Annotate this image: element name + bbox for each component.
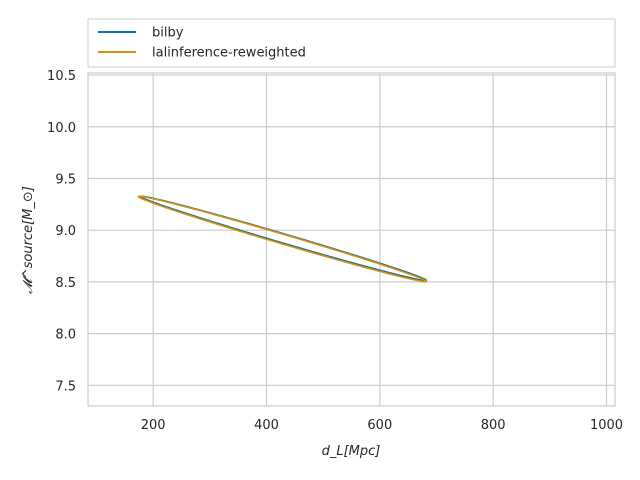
x-tick-label: 400 [254, 418, 279, 433]
plot-area: 200 400 600 800 1000 7.5 8.0 8.5 9.0 9.5 10.0 10.5 [47, 69, 623, 433]
y-tick-label: 9.0 [55, 224, 76, 239]
legend-label: bilby [152, 26, 184, 41]
y-tick-label: 10.0 [47, 121, 76, 136]
y-axis-label: 𝓜^source[M_⊙] [21, 186, 36, 294]
x-tick-label: 200 [141, 418, 166, 433]
x-tick-label: 800 [481, 418, 506, 433]
x-tick-label: 600 [367, 418, 392, 433]
y-tick-label: 10.5 [47, 69, 76, 84]
y-tick-label: 8.5 [55, 276, 76, 291]
x-tick-label: 1000 [590, 418, 623, 433]
x-axis-label: d_L[Mpc] [322, 444, 381, 459]
y-tick-label: 8.0 [55, 328, 76, 343]
y-tick-label: 9.5 [55, 172, 76, 187]
legend-label: lalinference-reweighted [152, 46, 306, 61]
y-tick-label: 7.5 [55, 379, 76, 394]
legend-frame [87, 18, 616, 68]
contour-lalinference-reweighted [137, 195, 428, 283]
legend: bilby lalinference-reweighted [87, 18, 616, 68]
plot-frame [87, 72, 616, 407]
